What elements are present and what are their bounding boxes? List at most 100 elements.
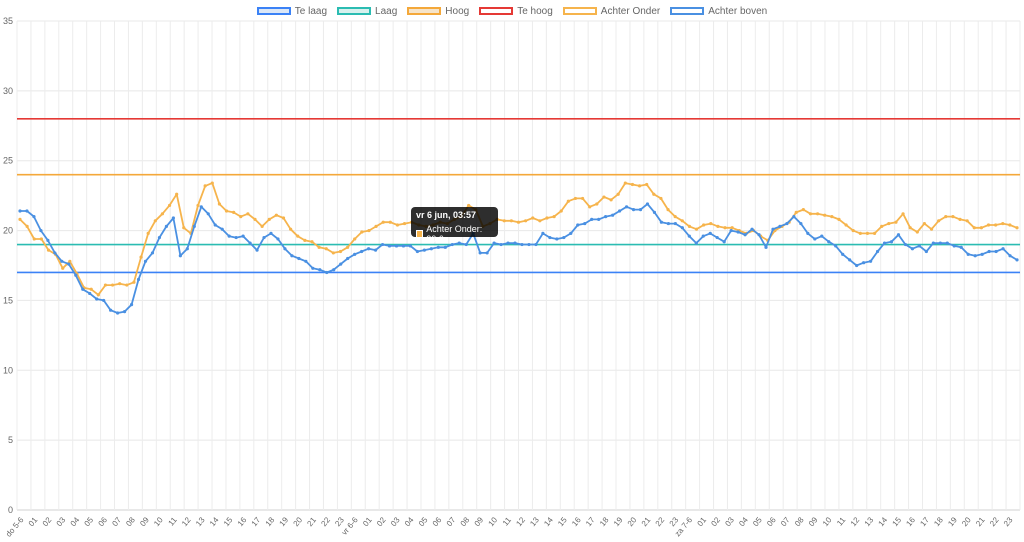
x-tick-label: 13 bbox=[194, 515, 207, 528]
point-achter-boven bbox=[555, 237, 559, 241]
point-achter-boven bbox=[527, 242, 531, 247]
point-achter-boven bbox=[387, 244, 392, 248]
point-achter-onder bbox=[694, 227, 699, 231]
x-tick-label: 14 bbox=[877, 515, 890, 528]
point-achter-onder bbox=[68, 259, 72, 263]
point-achter-boven bbox=[380, 242, 385, 247]
point-achter-onder bbox=[196, 203, 200, 208]
x-tick-label: 17 bbox=[250, 515, 263, 528]
x-tick-label: 15 bbox=[891, 515, 904, 528]
x-tick-label: do 5-6 bbox=[4, 515, 26, 539]
point-achter-onder bbox=[545, 216, 549, 220]
point-achter-boven bbox=[164, 224, 169, 228]
x-tick-label: 21 bbox=[974, 515, 987, 528]
point-achter-onder bbox=[666, 208, 670, 212]
point-achter-onder bbox=[637, 184, 642, 188]
tooltip-title: vr 6 jun, 03:57 bbox=[416, 210, 477, 220]
x-tick-label: 17 bbox=[918, 515, 931, 528]
point-achter-onder bbox=[659, 196, 663, 201]
point-achter-boven bbox=[590, 217, 594, 221]
point-achter-onder bbox=[652, 192, 656, 196]
point-achter-boven bbox=[652, 210, 657, 215]
point-achter-onder bbox=[125, 283, 129, 287]
point-achter-onder bbox=[915, 230, 919, 234]
point-achter-onder bbox=[182, 226, 186, 230]
point-achter-onder bbox=[880, 224, 884, 228]
point-achter-boven bbox=[32, 215, 36, 219]
point-achter-boven bbox=[694, 241, 698, 245]
point-achter-onder bbox=[872, 231, 877, 235]
point-achter-boven bbox=[311, 266, 315, 270]
point-achter-boven bbox=[339, 262, 343, 266]
point-achter-boven bbox=[25, 209, 29, 213]
point-achter-onder bbox=[502, 219, 506, 223]
x-tick-label: 09 bbox=[138, 515, 151, 528]
x-tick-label: 06 bbox=[765, 515, 778, 528]
x-tick-label: 22 bbox=[988, 515, 1001, 528]
point-achter-onder bbox=[687, 224, 692, 228]
legend-item-laag[interactable]: Laag bbox=[337, 3, 397, 19]
point-achter-boven bbox=[813, 237, 817, 241]
point-achter-boven bbox=[436, 245, 440, 249]
x-tick-label: 01 bbox=[361, 515, 374, 528]
point-achter-onder bbox=[538, 219, 542, 223]
point-achter-boven bbox=[415, 249, 420, 254]
point-achter-onder bbox=[267, 217, 271, 221]
point-achter-onder bbox=[1015, 226, 1019, 230]
point-achter-onder bbox=[702, 223, 706, 227]
point-achter-onder bbox=[816, 212, 820, 216]
point-achter-boven bbox=[959, 245, 963, 249]
point-achter-onder bbox=[160, 212, 165, 216]
point-achter-onder bbox=[944, 215, 948, 219]
legend-swatch-achter-onder bbox=[562, 7, 597, 15]
point-achter-boven bbox=[199, 205, 203, 209]
point-achter-onder bbox=[559, 209, 563, 213]
point-achter-boven bbox=[408, 244, 413, 248]
point-achter-boven bbox=[255, 248, 259, 252]
x-tick-label: 01 bbox=[695, 515, 708, 528]
point-achter-boven bbox=[597, 217, 601, 221]
point-achter-boven bbox=[875, 249, 880, 254]
x-tick-label: 08 bbox=[459, 515, 472, 528]
legend-item-te-laag[interactable]: Te laag bbox=[256, 3, 327, 19]
x-tick-label: 04 bbox=[737, 515, 750, 528]
legend-item-achter-onder[interactable]: Achter Onder bbox=[562, 3, 660, 19]
tooltip-swatch bbox=[416, 230, 424, 238]
point-achter-onder bbox=[630, 182, 635, 187]
point-achter-onder bbox=[595, 202, 599, 206]
point-achter-boven bbox=[373, 248, 378, 252]
point-achter-onder bbox=[61, 266, 65, 270]
point-achter-boven bbox=[220, 227, 224, 231]
x-tick-label: 09 bbox=[473, 515, 486, 528]
legend-item-hoog[interactable]: Hoog bbox=[407, 3, 469, 19]
point-achter-onder bbox=[979, 226, 983, 230]
legend-label-te-hoog: Te hoog bbox=[517, 5, 553, 17]
point-achter-onder bbox=[167, 203, 172, 208]
x-tick-label: 18 bbox=[598, 515, 611, 528]
point-achter-boven bbox=[136, 277, 141, 282]
x-tick-label: 16 bbox=[236, 515, 249, 528]
x-tick-label: 08 bbox=[124, 515, 137, 528]
point-achter-boven bbox=[604, 215, 608, 219]
point-achter-boven bbox=[743, 233, 747, 237]
point-achter-onder bbox=[239, 215, 243, 219]
point-achter-boven bbox=[645, 202, 650, 206]
legend-item-te-hoog[interactable]: Te hoog bbox=[479, 3, 553, 19]
point-achter-onder bbox=[395, 223, 400, 227]
point-achter-boven bbox=[862, 261, 866, 265]
series-layer bbox=[18, 181, 1019, 315]
point-achter-boven bbox=[353, 252, 357, 256]
point-achter-boven bbox=[952, 244, 956, 248]
point-achter-onder bbox=[217, 202, 221, 206]
point-achter-onder bbox=[516, 220, 521, 224]
point-achter-boven bbox=[576, 223, 580, 227]
x-tick-label: 21 bbox=[305, 515, 318, 528]
point-achter-boven bbox=[360, 249, 364, 254]
point-achter-onder bbox=[118, 282, 122, 286]
point-achter-boven bbox=[394, 244, 399, 248]
legend-item-achter-boven[interactable]: Achter boven bbox=[670, 3, 767, 19]
point-achter-boven bbox=[213, 223, 217, 227]
point-achter-boven bbox=[53, 251, 57, 255]
point-achter-boven bbox=[346, 256, 350, 261]
point-achter-onder bbox=[296, 234, 300, 238]
